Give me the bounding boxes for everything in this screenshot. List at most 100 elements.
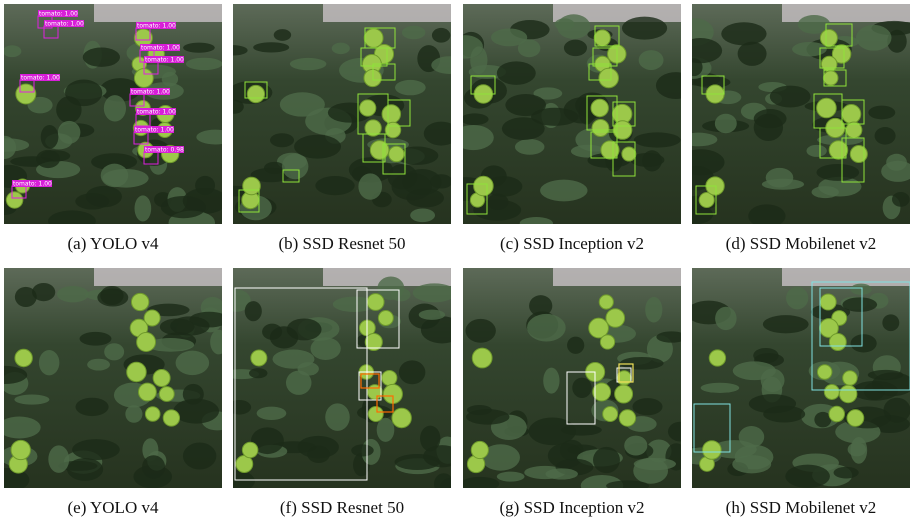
photo <box>0 4 234 234</box>
photo <box>213 268 463 496</box>
tomato <box>829 141 848 160</box>
leaf <box>715 114 737 134</box>
leaf <box>864 382 885 400</box>
leaf <box>733 361 776 380</box>
leaf <box>749 394 796 413</box>
leaf <box>834 467 859 479</box>
tomato <box>382 370 397 385</box>
leaf <box>434 473 454 494</box>
leaf <box>424 122 459 146</box>
tomato <box>824 385 839 400</box>
leaf <box>850 284 871 295</box>
sky <box>323 4 451 22</box>
leaf <box>249 368 267 378</box>
leaf <box>161 196 206 218</box>
leaf <box>104 343 124 360</box>
leaf <box>848 442 866 456</box>
tomato <box>163 410 179 426</box>
leaf <box>679 38 723 63</box>
leaf <box>668 422 692 442</box>
tomato <box>131 293 148 310</box>
caption: (b) SSD Resnet 50 <box>278 234 405 253</box>
sky <box>94 4 222 22</box>
leaf <box>567 337 584 354</box>
leaf <box>447 35 483 58</box>
detection-label: tomato: 1.00 <box>39 11 78 18</box>
tomato <box>600 335 614 349</box>
leaf <box>806 145 826 157</box>
leaf <box>701 383 740 393</box>
leaf <box>606 480 649 491</box>
leaf <box>298 362 319 376</box>
tomato <box>368 406 383 421</box>
leaf <box>515 139 545 155</box>
leaf <box>564 40 587 57</box>
leaf <box>58 121 80 144</box>
leaf <box>432 28 450 43</box>
detection-label: tomato: 1.00 <box>45 21 84 28</box>
tomato <box>615 385 633 403</box>
photo <box>676 4 910 228</box>
tomato <box>382 105 401 124</box>
photo <box>0 268 232 492</box>
photo <box>444 4 696 229</box>
detection-label: tomato: 1.00 <box>145 57 184 64</box>
tomato <box>474 176 494 196</box>
caption: (f) SSD Resnet 50 <box>280 498 404 517</box>
tomato <box>389 146 405 162</box>
leaf <box>421 316 463 343</box>
leaf <box>351 444 374 456</box>
tomato <box>15 349 32 366</box>
leaf <box>786 287 808 310</box>
leaf <box>358 173 382 199</box>
tomato <box>472 348 492 368</box>
tomato <box>242 442 258 458</box>
leaf <box>754 114 783 141</box>
detection-label: tomato: 1.00 <box>21 75 60 82</box>
detection-label: tomato: 1.00 <box>135 127 174 134</box>
tomato <box>137 333 156 352</box>
leaf <box>57 286 89 302</box>
leaf <box>453 125 494 150</box>
leaf <box>461 113 489 125</box>
tomato <box>592 120 609 137</box>
leaf <box>487 194 508 210</box>
leaf <box>36 150 60 168</box>
leaf <box>257 407 287 420</box>
tomato <box>243 177 261 195</box>
leaf <box>856 25 892 51</box>
panel: tomato: 1.00 tomato: 1.00 tomato: 1.00 toma… <box>0 4 234 234</box>
tomato <box>839 385 856 402</box>
tomato <box>829 406 844 421</box>
leaf <box>527 314 566 342</box>
tomato <box>251 350 267 366</box>
leaf <box>280 92 325 116</box>
leaf <box>543 368 559 394</box>
leaf <box>97 289 128 307</box>
leaf <box>792 42 827 56</box>
tomato <box>606 309 625 328</box>
leaf <box>210 330 227 355</box>
leaf <box>228 400 251 415</box>
leaf <box>497 61 536 85</box>
leaf <box>753 348 778 363</box>
leaf <box>135 195 152 221</box>
leaf <box>678 149 725 175</box>
leaf <box>892 192 910 207</box>
sky <box>782 268 910 286</box>
leaf <box>634 458 676 470</box>
photo <box>681 268 910 488</box>
tomato <box>16 84 36 104</box>
tomato <box>601 141 619 159</box>
caption: (c) SSD Inception v2 <box>500 234 644 253</box>
leaf <box>315 176 354 195</box>
tomato <box>619 410 635 426</box>
leaf <box>399 360 425 384</box>
tomato <box>820 294 836 310</box>
leaf <box>377 418 395 442</box>
leaf <box>882 314 899 331</box>
leaf <box>624 436 647 456</box>
leaf <box>423 445 461 467</box>
panel <box>211 4 467 224</box>
tomato <box>823 71 838 86</box>
